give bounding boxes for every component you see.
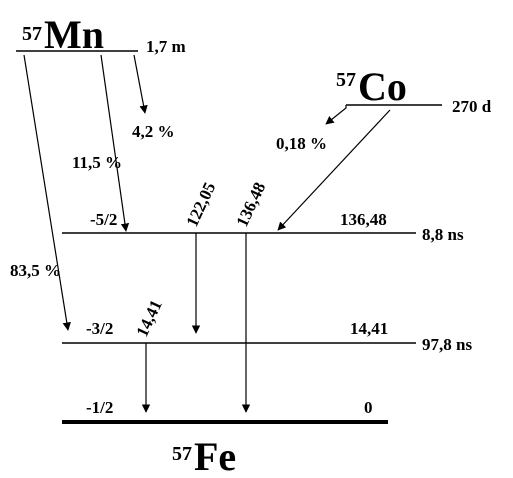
mn-branch-0-label: 4,2 % — [132, 122, 175, 141]
fe57-mass: 57 — [172, 443, 192, 465]
fe57-symbol: Fe — [194, 434, 236, 478]
co57-parent: 57 Co 270 d — [336, 64, 492, 116]
level-14: -3/2 14,41 97,8 ns — [62, 319, 472, 354]
level-136-spin: -5/2 — [90, 210, 117, 229]
mn-branch-136-label: 11,5 % — [72, 153, 122, 172]
mn57-mass: 57 — [22, 23, 42, 45]
level-136-lifetime: 8,8 ns — [422, 225, 464, 244]
mn-branch-0-arrow — [133, 54, 148, 114]
level-0-energy: 0 — [364, 398, 373, 417]
co57-mass: 57 — [336, 69, 356, 91]
level-14-energy: 14,41 — [350, 319, 388, 338]
gamma-14-label: 14,41 — [132, 297, 165, 340]
gamma-transitions: 122,05 136,48 14,41 — [132, 179, 269, 413]
mn57-parent: 57 Mn 1,7 m — [16, 12, 186, 57]
co57-half-life: 270 d — [452, 97, 492, 116]
co57-symbol: Co — [358, 64, 407, 109]
decay-branches: 4,2 % 11,5 % 83,5 % 0,18 % — [10, 54, 391, 331]
mn57-symbol: Mn — [44, 12, 104, 57]
co-branch-0-arrow — [325, 105, 347, 125]
mn-branch-14-arrow — [23, 54, 71, 331]
level-136: -5/2 136,48 8,8 ns — [62, 210, 464, 244]
level-136-energy: 136,48 — [340, 210, 387, 229]
co-branch-136-label: 0,18 % — [276, 134, 327, 153]
mn-branch-14-label: 83,5 % — [10, 261, 61, 280]
co-branch-136-arrow — [277, 109, 391, 231]
gamma-136-label: 136,48 — [232, 179, 269, 229]
level-0: -1/2 0 — [62, 398, 388, 424]
level-14-spin: -3/2 — [86, 319, 113, 338]
mn-branch-136-arrow — [100, 54, 130, 232]
fe57-daughter: 57 Fe — [172, 434, 236, 478]
gamma-122-label: 122,05 — [182, 179, 219, 229]
level-0-spin: -1/2 — [86, 398, 113, 417]
mn57-half-life: 1,7 m — [146, 37, 186, 56]
level-14-lifetime: 97,8 ns — [422, 335, 472, 354]
